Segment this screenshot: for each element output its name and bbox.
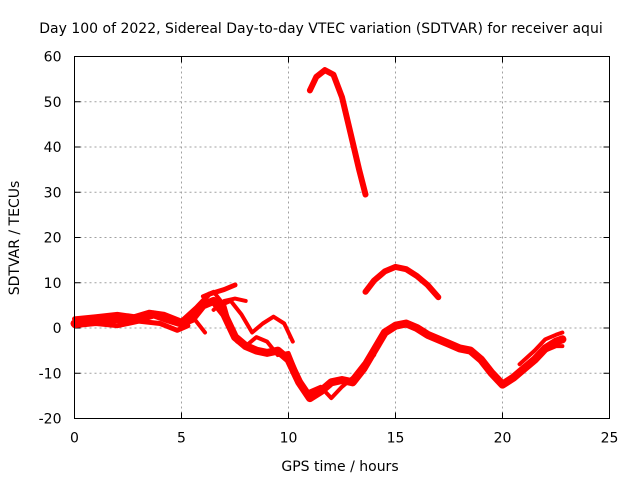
series-tail-upper xyxy=(517,330,565,367)
y-axis-label: SDTVAR / TECUs xyxy=(7,181,23,296)
series-wiggle-b xyxy=(218,298,295,344)
series-trough-alt xyxy=(307,353,377,401)
series-wiggle-a xyxy=(200,289,297,371)
x-tick-label: 10 xyxy=(280,431,298,447)
x-tick-labels: 0 5 10 15 20 25 xyxy=(70,431,618,447)
y-tick-label: 20 xyxy=(44,231,62,247)
y-tick-label: -20 xyxy=(39,412,62,428)
x-tick-label: 0 xyxy=(70,431,79,447)
y-tick-label: -10 xyxy=(39,366,62,382)
series-tail-lower xyxy=(521,344,565,373)
x-tick-label: 15 xyxy=(387,431,405,447)
series-peak-arc xyxy=(306,67,369,198)
y-tick-labels: -20 -10 0 10 20 30 40 50 60 xyxy=(39,50,62,428)
x-tick-label: 5 xyxy=(177,431,186,447)
y-tick-label: 0 xyxy=(53,321,62,337)
chart-title: Day 100 of 2022, Sidereal Day-to-day VTE… xyxy=(39,21,602,37)
plot-frame xyxy=(74,56,610,419)
series-band-lower xyxy=(72,318,191,333)
series-main-band xyxy=(70,296,567,403)
y-tick-label: 30 xyxy=(44,185,62,201)
data-series xyxy=(70,67,567,403)
x-axis-label: GPS time / hours xyxy=(281,459,398,475)
series-wiggle-c xyxy=(211,296,248,312)
series-mid-arc xyxy=(362,263,442,301)
y-tick-label: 60 xyxy=(44,50,62,66)
series-short-drop xyxy=(192,316,207,335)
x-tick-label: 25 xyxy=(601,431,619,447)
y-tick-label: 40 xyxy=(44,140,62,156)
y-tick-label: 10 xyxy=(44,276,62,292)
y-tick-label: 50 xyxy=(44,95,62,111)
x-tick-label: 20 xyxy=(494,431,512,447)
